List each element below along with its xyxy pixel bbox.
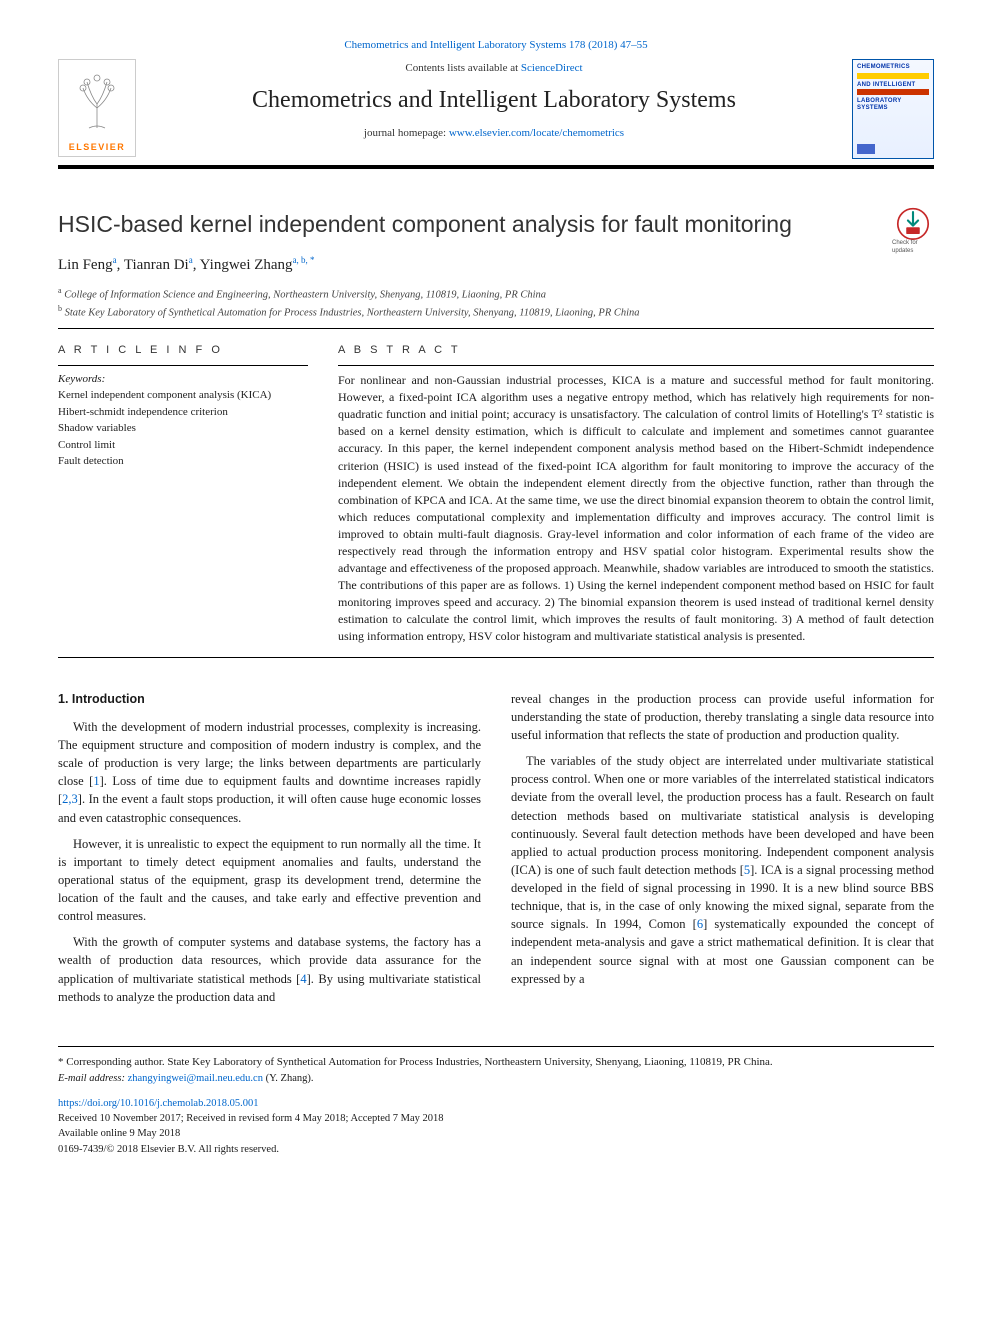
keyword: Kernel independent component analysis (K… (58, 387, 308, 404)
abstract: A B S T R A C T For nonlinear and non-Ga… (338, 343, 934, 645)
cover-line: CHEMOMETRICS (857, 64, 929, 71)
citation[interactable]: 4 (300, 972, 306, 986)
publisher-logo: ELSEVIER (58, 59, 136, 157)
affil-ref[interactable]: a, b, * (293, 255, 315, 265)
cover-line: AND INTELLIGENT (857, 82, 929, 89)
abstract-text: For nonlinear and non-Gaussian industria… (338, 372, 934, 645)
email-label: E-mail address: (58, 1073, 125, 1084)
rule (58, 365, 308, 366)
running-head-link[interactable]: Chemometrics and Intelligent Laboratory … (344, 39, 647, 51)
masthead-center: Contents lists available at ScienceDirec… (152, 59, 836, 141)
corresponding-author: * Corresponding author. State Key Labora… (58, 1055, 934, 1071)
affil-ref[interactable]: a (189, 255, 193, 265)
running-head: Chemometrics and Intelligent Laboratory … (58, 38, 934, 53)
author: Tianran Di (124, 257, 189, 273)
article-title: HSIC-based kernel independent component … (58, 209, 934, 240)
keyword: Control limit (58, 437, 308, 454)
body-columns: 1. Introduction With the development of … (58, 690, 934, 1006)
keyword: Fault detection (58, 453, 308, 470)
section-heading: 1. Introduction (58, 690, 481, 708)
citation[interactable]: 5 (744, 863, 750, 877)
email-whom: (Y. Zhang). (266, 1073, 314, 1084)
citation[interactable]: 2,3 (62, 792, 78, 806)
keyword: Shadow variables (58, 420, 308, 437)
journal-cover-thumb: CHEMOMETRICS AND INTELLIGENT LABORATORY … (852, 59, 934, 159)
affil-ref[interactable]: a (113, 255, 117, 265)
affiliation-a: College of Information Science and Engin… (64, 290, 546, 301)
title-block: Check for updates HSIC-based kernel inde… (58, 209, 934, 329)
keyword: Hibert-schmidt independence criterion (58, 404, 308, 421)
homepage-prefix: journal homepage: (364, 127, 449, 139)
journal-name: Chemometrics and Intelligent Laboratory … (152, 84, 836, 116)
info-abstract-row: A R T I C L E I N F O Keywords: Kernel i… (58, 343, 934, 658)
body-para: With the growth of computer systems and … (58, 933, 481, 1006)
masthead: ELSEVIER Contents lists available at Sci… (58, 59, 934, 169)
check-updates-label: Check for updates (892, 239, 934, 255)
available-online: Available online 9 May 2018 (58, 1126, 934, 1141)
rule (58, 328, 934, 329)
cover-line: SYSTEMS (857, 105, 929, 112)
authors: Lin Fenga, Tianran Dia, Yingwei Zhanga, … (58, 254, 934, 275)
check-updates-badge[interactable]: Check for updates (892, 207, 934, 255)
abstract-heading: A B S T R A C T (338, 343, 934, 358)
keywords-label: Keywords: (58, 372, 308, 387)
rule (338, 365, 934, 366)
author: Yingwei Zhang (200, 257, 293, 273)
author: Lin Feng (58, 257, 113, 273)
homepage-line: journal homepage: www.elsevier.com/locat… (152, 126, 836, 141)
body-para: reveal changes in the production process… (511, 690, 934, 744)
body-para: The variables of the study object are in… (511, 752, 934, 988)
affiliations: a College of Information Science and Eng… (58, 285, 934, 321)
affiliation-b: State Key Laboratory of Synthetical Auto… (65, 308, 640, 319)
article-info: A R T I C L E I N F O Keywords: Kernel i… (58, 343, 308, 645)
doi-link[interactable]: https://doi.org/10.1016/j.chemolab.2018.… (58, 1098, 258, 1109)
contents-line: Contents lists available at ScienceDirec… (152, 61, 836, 76)
keywords-list: Kernel independent component analysis (K… (58, 387, 308, 470)
elsevier-tree-icon (59, 60, 135, 141)
article-history: Received 10 November 2017; Received in r… (58, 1111, 934, 1126)
citation[interactable]: 6 (697, 917, 703, 931)
email-line: E-mail address: zhangyingwei@mail.neu.ed… (58, 1071, 934, 1086)
footer: * Corresponding author. State Key Labora… (58, 1046, 934, 1157)
body-para: However, it is unrealistic to expect the… (58, 835, 481, 926)
citation[interactable]: 1 (93, 774, 99, 788)
publisher-logo-text: ELSEVIER (69, 141, 126, 153)
copyright: 0169-7439/© 2018 Elsevier B.V. All right… (58, 1142, 934, 1157)
cover-line: LABORATORY (857, 98, 929, 105)
contents-prefix: Contents lists available at (405, 62, 520, 74)
body-para: With the development of modern industria… (58, 718, 481, 827)
article-info-heading: A R T I C L E I N F O (58, 343, 308, 358)
homepage-link[interactable]: www.elsevier.com/locate/chemometrics (449, 127, 624, 139)
sciencedirect-link[interactable]: ScienceDirect (521, 62, 583, 74)
email-link[interactable]: zhangyingwei@mail.neu.edu.cn (128, 1073, 263, 1084)
